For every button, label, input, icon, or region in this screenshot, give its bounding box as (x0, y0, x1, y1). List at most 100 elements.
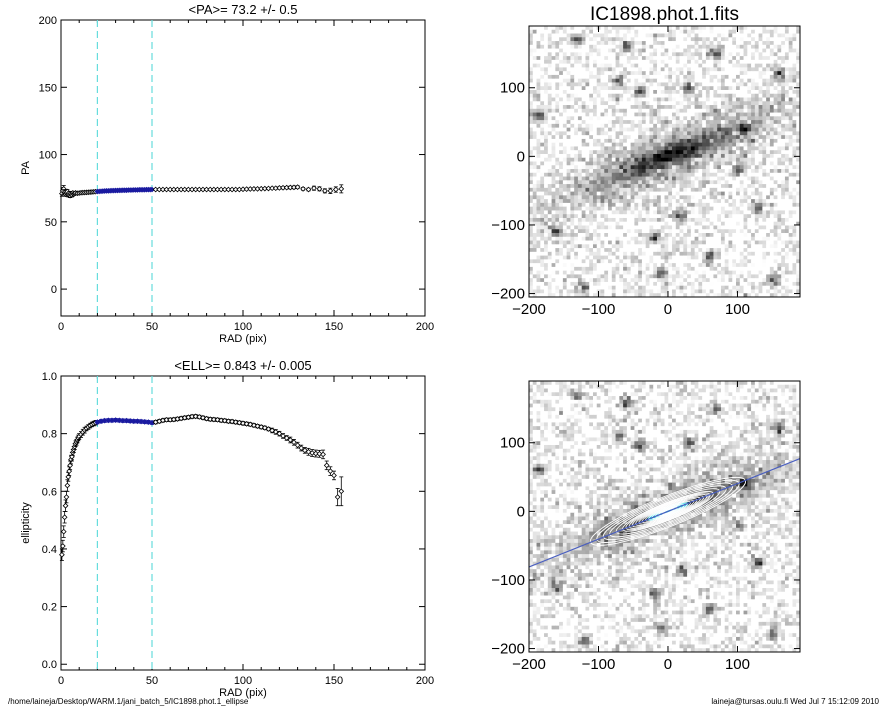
galaxy-image-pixel (766, 221, 771, 226)
galaxy-image-pixel (577, 210, 583, 215)
galaxy-image-pixel (547, 112, 552, 117)
galaxy-image-pixel (728, 214, 733, 219)
galaxy-image-pixel (739, 217, 744, 223)
galaxy-image-pixel (645, 202, 650, 208)
galaxy-image-pixel (619, 78, 624, 83)
galaxy-image-pixel (619, 37, 624, 42)
galaxy-image-pixel (566, 229, 571, 234)
galaxy-image-pixel (604, 26, 609, 31)
galaxy-image-pixel (547, 78, 552, 83)
galaxy-image-pixel (739, 225, 744, 230)
galaxy-image-pixel (634, 63, 639, 68)
galaxy-image-pixel (732, 116, 737, 121)
galaxy-image-pixel (773, 82, 778, 87)
galaxy-image-pixel (619, 138, 624, 144)
galaxy-image-pixel (570, 131, 575, 136)
galaxy-image-pixel (608, 89, 613, 95)
galaxy-image-pixel (596, 180, 601, 185)
galaxy-image-pixel (788, 184, 793, 189)
galaxy-image-pixel (529, 202, 534, 208)
galaxy-image-pixel (702, 217, 707, 223)
galaxy-image-pixel (796, 120, 801, 125)
galaxy-image-pixel (736, 180, 741, 185)
galaxy-image-pixel (611, 176, 616, 181)
galaxy-image-pixel (739, 221, 744, 226)
galaxy-image-pixel (551, 195, 556, 200)
galaxy-image-pixel (592, 48, 598, 53)
galaxy-image-pixel (574, 86, 579, 91)
galaxy-image-pixel (641, 225, 647, 230)
galaxy-image-pixel (720, 41, 726, 46)
galaxy-image-pixel (566, 180, 571, 185)
galaxy-image-pixel (604, 41, 609, 46)
galaxy-image-pixel (687, 108, 692, 113)
galaxy-image-pixel (547, 217, 552, 223)
galaxy-image-pixel (592, 225, 598, 230)
galaxy-image-pixel (743, 63, 748, 68)
galaxy-image-pixel (570, 165, 575, 170)
galaxy-image-pixel (600, 71, 605, 76)
galaxy-image-pixel (547, 89, 552, 95)
galaxy-image-pixel (615, 108, 620, 113)
galaxy-image-pixel (660, 123, 665, 129)
galaxy-image-pixel (555, 52, 560, 57)
galaxy-image-pixel (751, 127, 756, 132)
galaxy-image-pixel (709, 161, 714, 166)
galaxy-image-pixel (626, 206, 632, 211)
galaxy-image-pixel (720, 199, 726, 204)
galaxy-image-pixel (585, 97, 590, 102)
galaxy-image-pixel (728, 123, 733, 129)
galaxy-image-pixel (630, 71, 635, 76)
ell-plot-point (320, 451, 326, 458)
galaxy-image-pixel (638, 195, 643, 200)
galaxy-image-pixel (566, 86, 571, 91)
galaxy-image-pixel (728, 180, 733, 185)
galaxy-image-pixel (630, 191, 635, 196)
galaxy-image-pixel (796, 161, 801, 166)
galaxy-image-pixel (532, 157, 537, 162)
galaxy-image-pixel (664, 153, 669, 159)
galaxy-image-pixel (638, 63, 643, 68)
galaxy-image-pixel (683, 161, 688, 166)
galaxy-image-pixel (788, 120, 793, 125)
galaxy-image-pixel (739, 97, 744, 102)
galaxy-image-pixel (694, 161, 699, 166)
galaxy-image-pixel (592, 229, 598, 234)
galaxy-image-pixel (754, 195, 759, 200)
galaxy-image-pixel (645, 112, 650, 117)
galaxy-image-pixel (766, 138, 771, 144)
galaxy-image-pixel (532, 131, 537, 136)
galaxy-image-pixel (645, 97, 650, 102)
galaxy-image-pixel (626, 78, 632, 83)
galaxy-image-pixel (754, 26, 759, 31)
galaxy-image-pixel (747, 153, 752, 159)
galaxy-image-pixel (751, 116, 756, 121)
galaxy-image-pixel (641, 172, 647, 177)
galaxy-image-pixel (743, 233, 748, 238)
galaxy-image-pixel (660, 146, 665, 151)
galaxy-image-pixel (784, 127, 790, 132)
galaxy-image-pixel (589, 146, 594, 151)
galaxy-image-pixel (705, 97, 711, 102)
galaxy-image-pixel (536, 56, 541, 61)
galaxy-image-pixel (754, 56, 759, 61)
galaxy-image-pixel (589, 131, 594, 136)
galaxy-image-pixel (766, 184, 771, 189)
galaxy-image-pixel (600, 123, 605, 129)
galaxy-image-pixel (555, 26, 560, 31)
galaxy-image-pixel (728, 120, 733, 125)
galaxy-image-pixel (611, 165, 616, 170)
galaxy-image-pixel (589, 165, 594, 170)
galaxy-image-pixel (679, 195, 684, 200)
galaxy-image-pixel (585, 29, 590, 34)
galaxy-image-pixel (604, 56, 609, 61)
galaxy-image-pixel (717, 86, 722, 91)
galaxy-image-pixel (694, 225, 699, 230)
galaxy-image-pixel (668, 180, 673, 185)
galaxy-image-pixel (634, 120, 639, 125)
galaxy-image-pixel (690, 78, 696, 83)
galaxy-image-pixel (777, 82, 782, 87)
galaxy-image-pixel (709, 86, 714, 91)
galaxy-image-pixel (796, 105, 801, 110)
galaxy-image-pixel (649, 210, 654, 215)
